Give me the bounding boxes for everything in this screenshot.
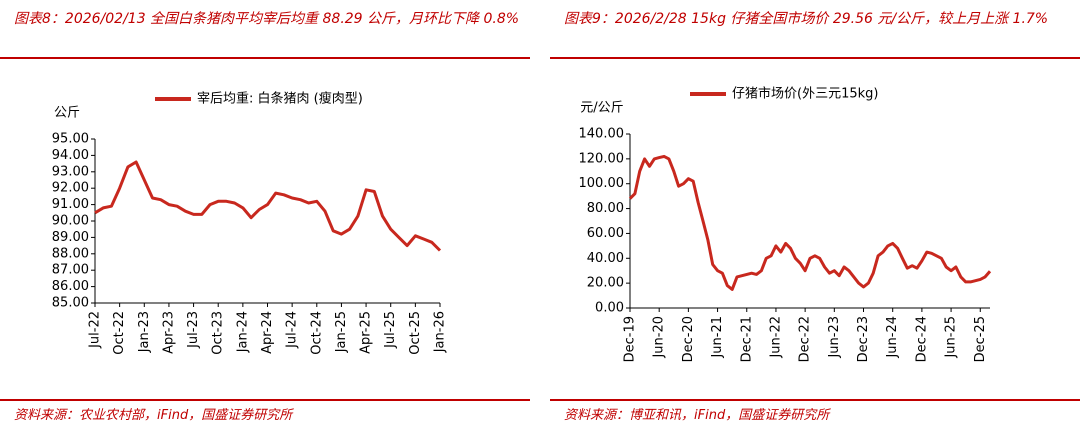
y-tick-label: 100.00 bbox=[579, 176, 625, 191]
panel: 图表9：2026/2/28 15kg 仔猪全国市场价 29.56 元/公斤，较上… bbox=[550, 0, 1080, 447]
rule bbox=[550, 57, 1080, 59]
x-tick-label: Dec-23 bbox=[856, 316, 871, 362]
x-tick-label: Jan-24 bbox=[235, 311, 250, 353]
rule bbox=[550, 399, 1080, 401]
y-axis-label: 公斤 bbox=[54, 106, 80, 121]
y-tick-label: 92.00 bbox=[52, 181, 89, 196]
x-tick-label: Jan-25 bbox=[334, 311, 349, 353]
x-tick-label: Oct-22 bbox=[112, 311, 127, 355]
x-tick-label: Dec-22 bbox=[798, 316, 813, 362]
chart-title: 图表9：2026/2/28 15kg 仔猪全国市场价 29.56 元/公斤，较上… bbox=[564, 11, 1049, 27]
x-tick-label: Oct-24 bbox=[309, 311, 324, 355]
y-tick-label: 85.00 bbox=[52, 296, 89, 311]
y-tick-label: 95.00 bbox=[52, 132, 89, 147]
source: 资料来源：博亚和讯，iFind，国盛证券研究所 bbox=[564, 408, 830, 423]
rule bbox=[0, 57, 530, 59]
y-tick-label: 86.00 bbox=[52, 279, 89, 294]
y-tick-label: 94.00 bbox=[52, 148, 89, 163]
rule bbox=[0, 399, 530, 401]
y-tick-label: 20.00 bbox=[587, 276, 624, 291]
x-tick-label: Dec-20 bbox=[681, 316, 696, 362]
x-tick-label: Jun-22 bbox=[768, 316, 783, 359]
x-tick-label: Jul-22 bbox=[88, 311, 103, 349]
x-tick-label: Jun-25 bbox=[944, 316, 959, 359]
y-tick-label: 0.00 bbox=[595, 301, 624, 316]
x-tick-label: Jul-24 bbox=[285, 311, 300, 349]
x-tick-label: Apr-25 bbox=[359, 311, 374, 354]
x-tick-label: Jul-23 bbox=[186, 311, 201, 349]
y-tick-label: 89.00 bbox=[52, 230, 89, 245]
legend-label: 宰后均重: 白条猪肉 (瘦肉型) bbox=[197, 91, 363, 107]
x-tick-label: Jan-23 bbox=[137, 311, 152, 353]
y-tick-label: 40.00 bbox=[587, 251, 624, 266]
y-tick-label: 80.00 bbox=[587, 201, 624, 216]
x-tick-label: Jun-23 bbox=[827, 316, 842, 359]
y-tick-label: 87.00 bbox=[52, 263, 89, 278]
line bbox=[628, 154, 992, 291]
y-tick-label: 93.00 bbox=[52, 164, 89, 179]
y-tick-label: 90.00 bbox=[52, 214, 89, 229]
line bbox=[94, 160, 442, 252]
x-tick-label: Jul-25 bbox=[383, 311, 398, 349]
x-tick-label: Oct-25 bbox=[408, 311, 423, 355]
chart-title: 图表8：2026/02/13 全国白条猪肉平均宰后均重 88.29 公斤，月环比… bbox=[14, 11, 520, 27]
x-tick-label: Apr-23 bbox=[161, 311, 176, 354]
x-tick-label: Jun-20 bbox=[652, 316, 667, 359]
source: 资料来源：农业农村部，iFind，国盛证券研究所 bbox=[14, 408, 293, 423]
x-tick-label: Jun-21 bbox=[710, 316, 725, 359]
x-tick-label: Dec-19 bbox=[623, 316, 638, 362]
x-tick-label: Dec-21 bbox=[739, 316, 754, 362]
y-axis-label: 元/公斤 bbox=[580, 101, 623, 116]
x-tick-label: Jan-26 bbox=[433, 311, 448, 353]
y-tick-label: 140.00 bbox=[579, 127, 625, 142]
x-tick-label: Apr-24 bbox=[260, 311, 275, 354]
x-tick-label: Jun-24 bbox=[885, 316, 900, 359]
y-tick-label: 60.00 bbox=[587, 226, 624, 241]
y-tick-label: 88.00 bbox=[52, 246, 89, 261]
chart: 元/公斤 0.00 20.00 40.00 60.00 80.00 100.00 120.00… bbox=[579, 86, 992, 362]
x-tick-label: Dec-24 bbox=[914, 316, 929, 362]
y-tick-label: 91.00 bbox=[52, 197, 89, 212]
legend-label: 仔猪市场价(外三元15kg) bbox=[732, 86, 878, 102]
x-tick-label: Oct-23 bbox=[211, 311, 226, 355]
panel: 图表8：2026/02/13 全国白条猪肉平均宰后均重 88.29 公斤，月环比… bbox=[0, 0, 530, 447]
x-tick-label: Dec-25 bbox=[973, 316, 988, 362]
y-tick-label: 120.00 bbox=[579, 151, 625, 166]
